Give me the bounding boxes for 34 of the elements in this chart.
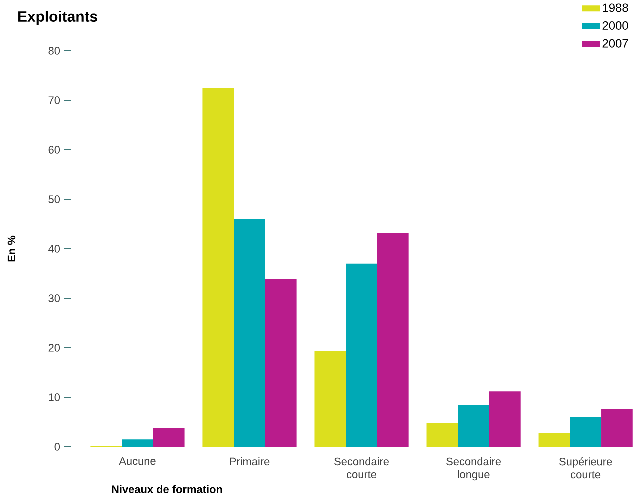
bar — [122, 440, 154, 447]
y-tick-label: 80 — [48, 47, 60, 55]
chart-title: Exploitants — [18, 11, 98, 25]
y-tick-label: 40 — [48, 245, 60, 253]
bar — [314, 351, 346, 447]
x-tick-label: Aucune — [119, 458, 156, 466]
bar — [377, 233, 409, 447]
legend-label: 2007 — [602, 39, 628, 48]
x-tick-label: Supérieure courte — [560, 458, 612, 479]
x-tick-label: Secondaire courte — [334, 458, 390, 479]
y-tick-label: 0 — [54, 443, 60, 451]
legend-label: 1988 — [603, 4, 628, 12]
y-tick-label: 30 — [48, 294, 60, 302]
y-tick-label: 20 — [48, 344, 60, 352]
bar — [458, 405, 490, 447]
bar — [153, 428, 185, 447]
x-axis-title: Niveaux de formation — [112, 485, 222, 494]
bar — [426, 423, 458, 447]
y-tick-label: 10 — [49, 394, 60, 402]
x-tick-label: Secondaire longue — [446, 458, 502, 481]
y-axis-title: En % — [8, 236, 16, 262]
bar — [489, 392, 521, 447]
bar — [202, 88, 234, 447]
bar — [602, 409, 633, 447]
bar — [265, 279, 297, 447]
bar — [234, 219, 266, 447]
y-tick-label: 60 — [48, 146, 60, 154]
legend-label: 2000 — [602, 22, 628, 30]
bar — [538, 433, 570, 447]
bar — [570, 417, 602, 447]
y-tick-label: 70 — [48, 96, 60, 104]
x-tick-label: Primaire — [230, 458, 270, 466]
bar — [346, 264, 378, 447]
y-tick-label: 50 — [48, 196, 60, 204]
